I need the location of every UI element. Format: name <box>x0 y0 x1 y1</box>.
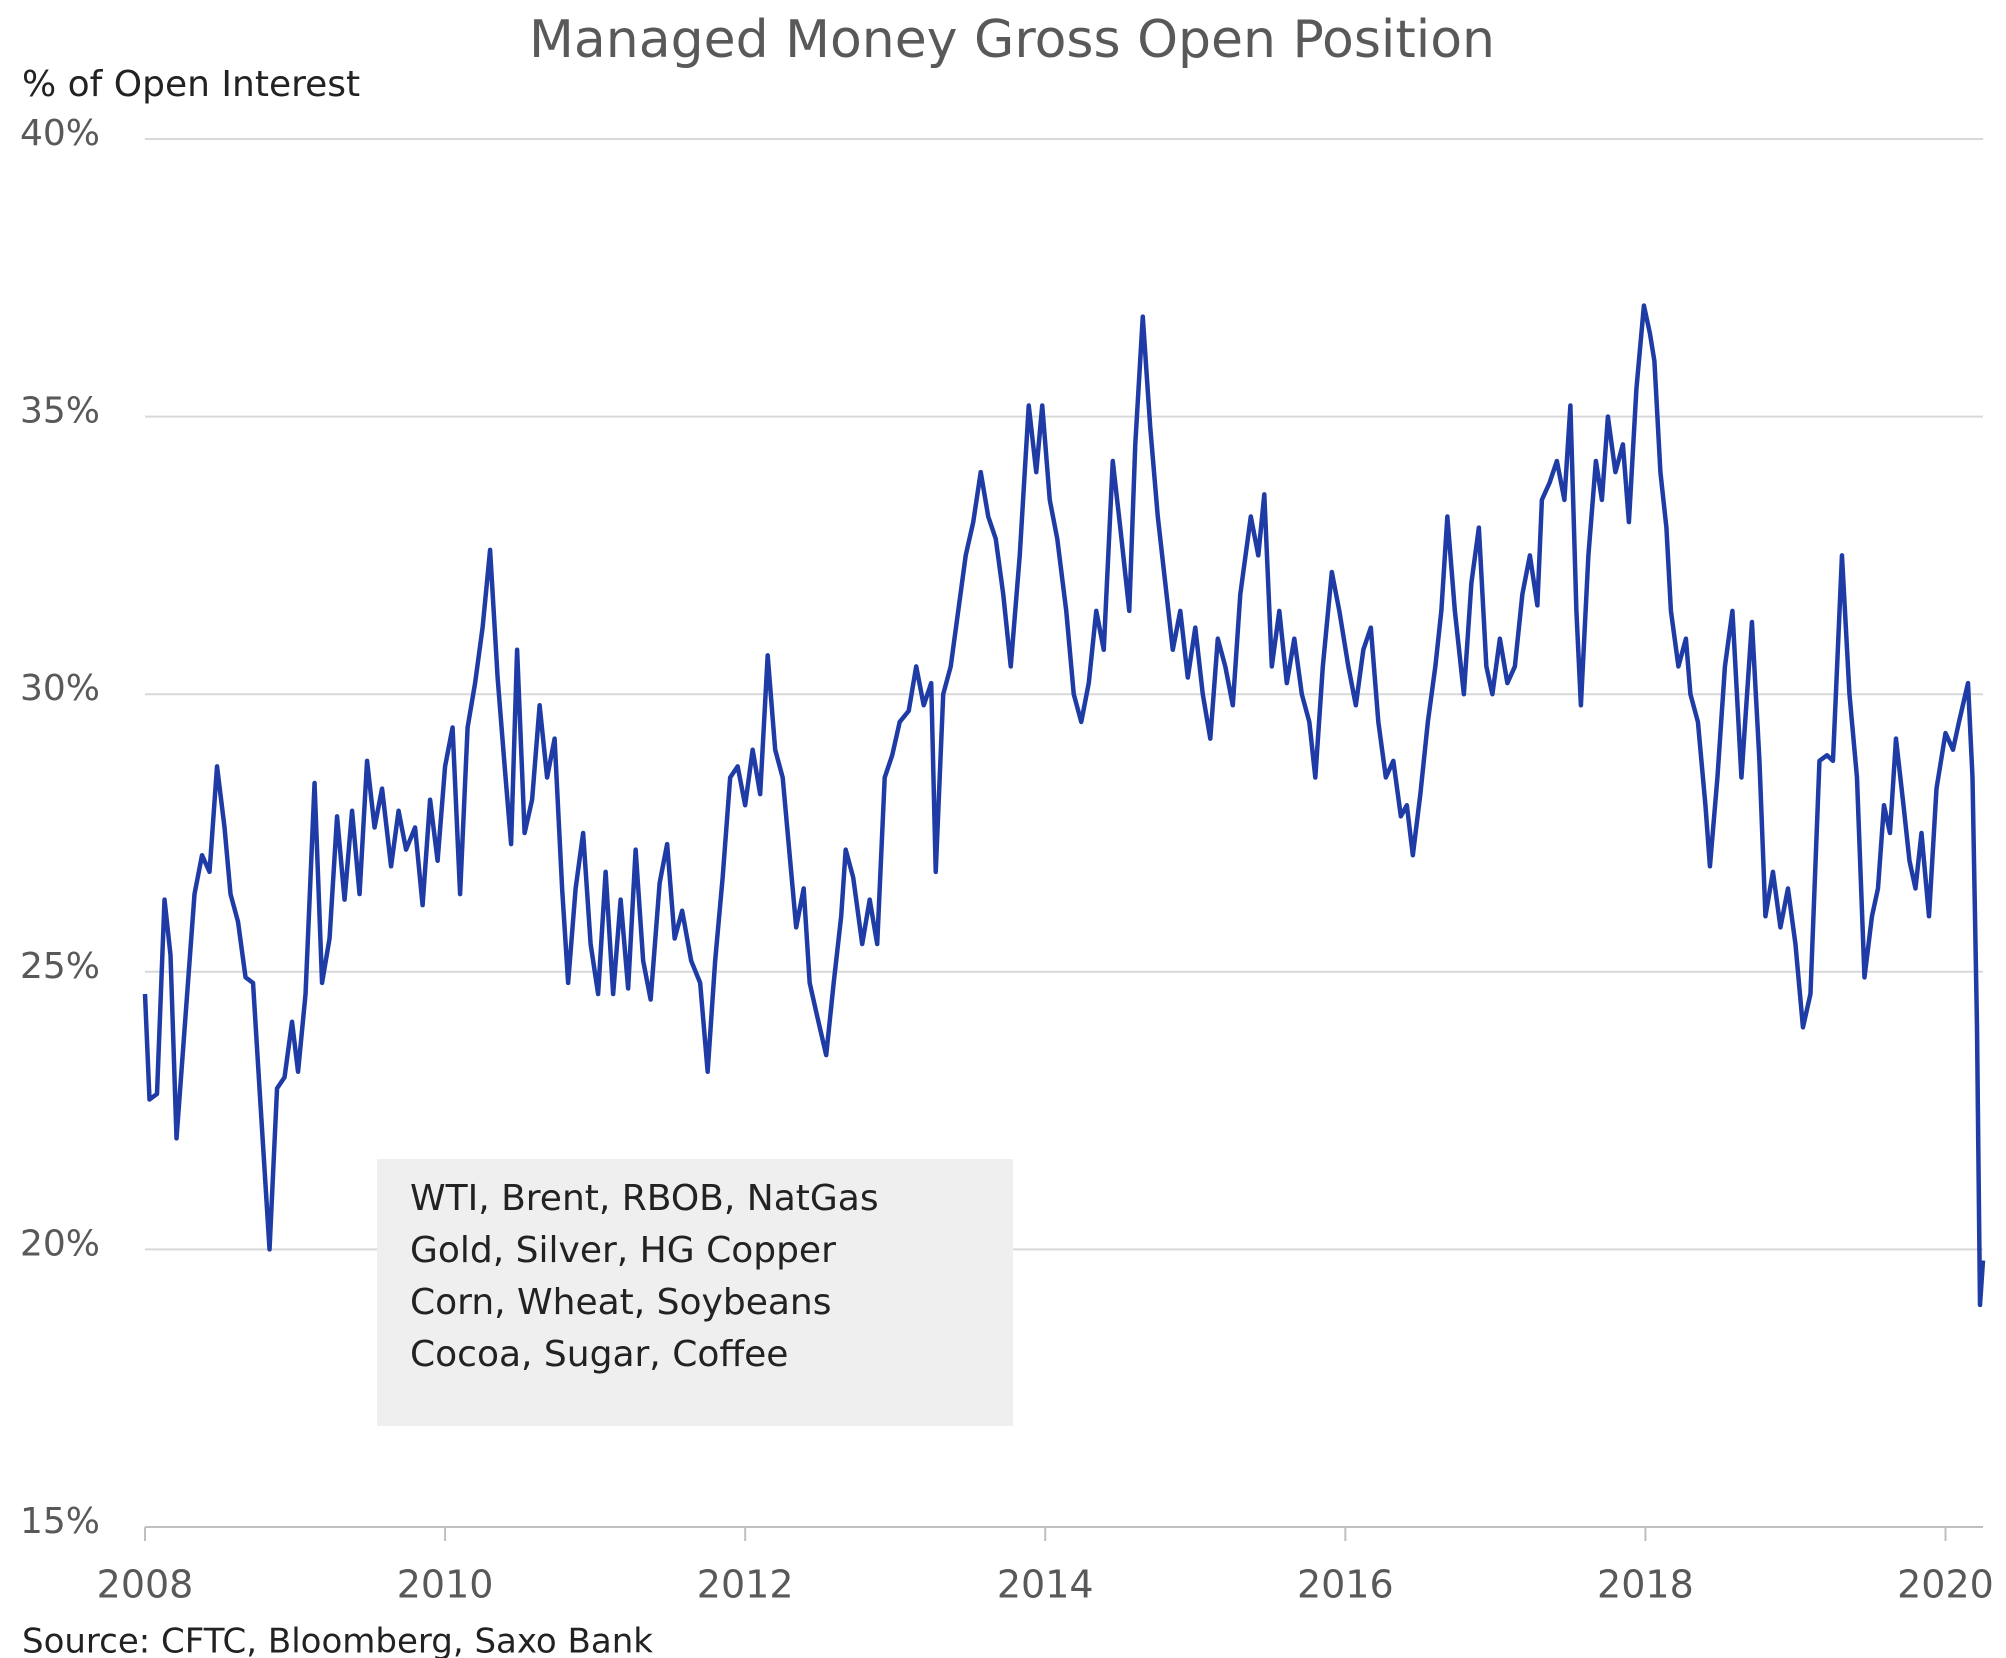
chart-title: Managed Money Gross Open Position <box>529 10 1495 70</box>
y-tick-label: 30% <box>20 668 100 709</box>
x-tick-label: 2008 <box>97 1563 194 1607</box>
x-tick-label: 2016 <box>1297 1563 1394 1607</box>
annotation-line: Corn, Wheat, Soybeans <box>410 1282 831 1323</box>
x-tick-label: 2014 <box>997 1563 1094 1607</box>
y-axis-title: % of Open Interest <box>22 64 360 105</box>
y-tick-label: 40% <box>20 113 100 154</box>
annotation-line: Gold, Silver, HG Copper <box>410 1230 836 1271</box>
annotation-box <box>377 1159 1013 1426</box>
annotation-line: Cocoa, Sugar, Coffee <box>410 1334 788 1375</box>
x-tick-label: 2018 <box>1597 1563 1694 1607</box>
y-tick-label: 20% <box>20 1223 100 1264</box>
annotation-line: WTI, Brent, RBOB, NatGas <box>410 1178 879 1219</box>
data-line <box>142 303 1986 1308</box>
x-tick-label: 2010 <box>397 1563 494 1607</box>
x-tick-label: 2020 <box>1897 1563 1994 1607</box>
source: Source: CFTC, Bloomberg, Saxo Bank <box>22 1622 653 1658</box>
y-tick-label: 25% <box>20 946 100 987</box>
x-tick-label: 2012 <box>697 1563 794 1607</box>
y-tick-label: 15% <box>20 1501 100 1542</box>
y-tick-label: 35% <box>20 391 100 432</box>
